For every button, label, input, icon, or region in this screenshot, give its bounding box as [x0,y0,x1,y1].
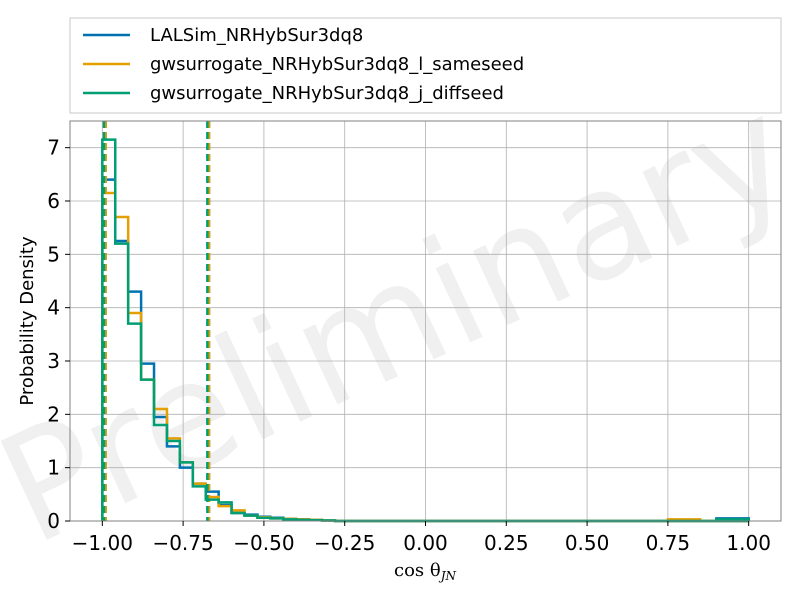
y-tick-label: 3 [47,349,60,373]
y-tick-label: 0 [47,509,60,533]
grid [70,121,781,522]
x-tick-label: 0.00 [403,531,448,555]
y-tick-label: 7 [47,136,60,160]
x-axis-ticks: −1.00 −0.75 −0.50 −0.25 0.00 0.25 0.50 0.75 1.00 [72,521,771,555]
x-tick-label: −1.00 [72,531,133,555]
x-tick-label: −0.75 [152,531,213,555]
x-axis-label-subscript: JN [438,569,457,583]
legend-box [69,17,782,114]
x-axis-label-main: cos θ [394,560,441,581]
legend-label: gwsurrogate_NRHybSur3dq8_j_diffseed [150,83,504,104]
x-tick-label: 0.50 [565,531,610,555]
y-tick-label: 4 [47,296,60,320]
y-tick-label: 6 [47,189,60,213]
x-tick-label: 0.75 [646,531,691,555]
x-tick-label: −0.50 [233,531,294,555]
y-tick-label: 1 [47,456,60,480]
x-tick-label: 1.00 [726,531,771,555]
legend: LALSim_NRHybSur3dq8 gwsurrogate_NRHybSur3… [69,17,782,114]
legend-label: gwsurrogate_NRHybSur3dq8_l_sameseed [150,54,524,75]
y-tick-label: 2 [47,402,60,426]
histogram-tail-bin [715,518,750,521]
series-3 [101,121,750,523]
y-axis-ticks: 0 1 2 3 4 5 6 7 [47,136,70,533]
x-axis-label: cos θJN [394,560,457,583]
x-tick-label: 0.25 [484,531,529,555]
series-layer [101,121,750,523]
legend-label: LALSim_NRHybSur3dq8 [150,25,363,46]
histogram-step-line [101,138,749,523]
y-tick-label: 5 [47,242,60,266]
y-axis-label: Probability Density [17,236,38,406]
x-tick-label: −0.25 [314,531,375,555]
